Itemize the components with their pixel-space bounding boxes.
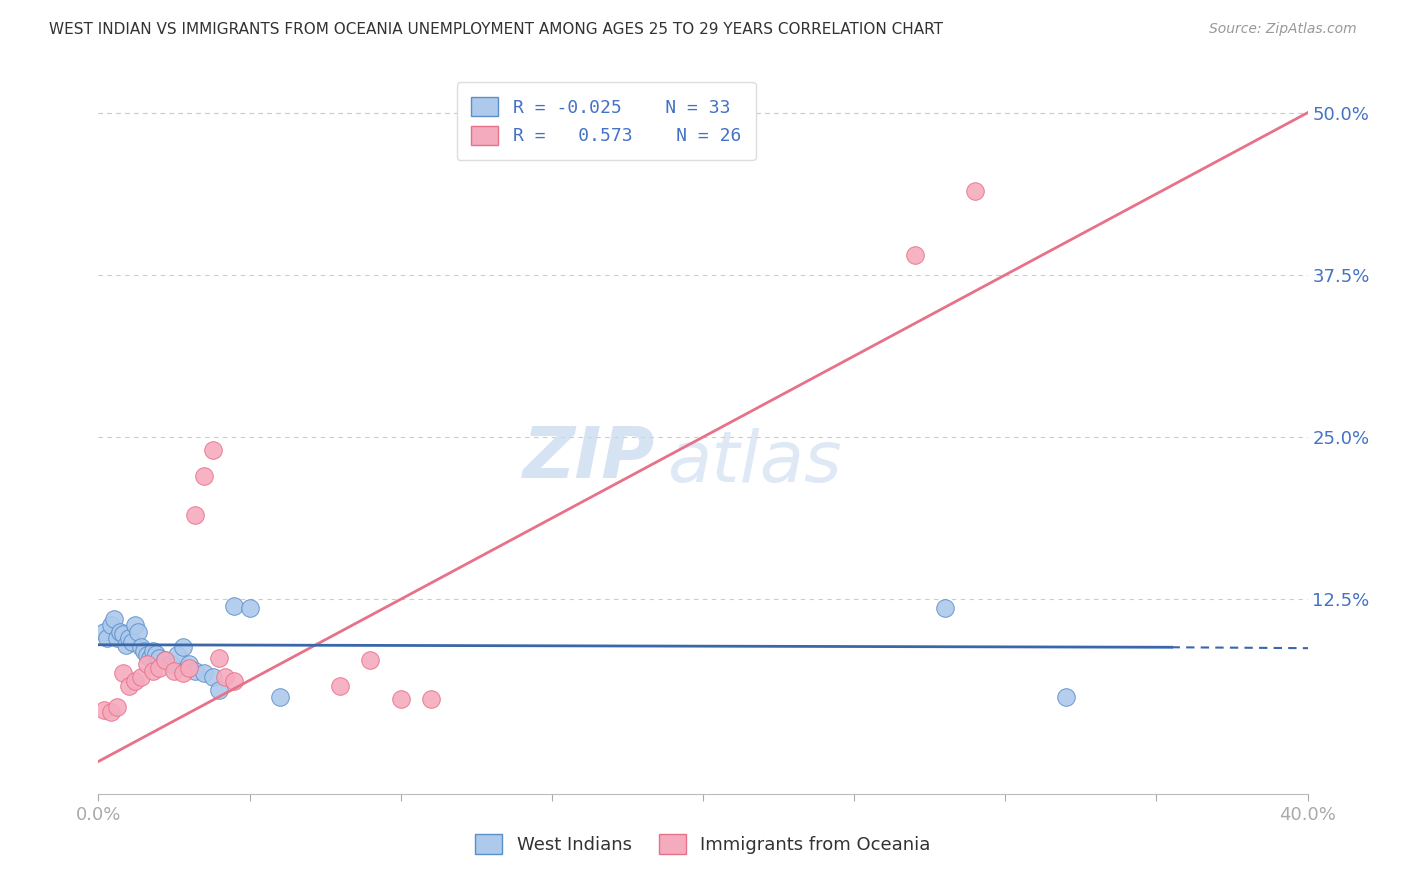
Point	[103, 612, 125, 626]
Point	[153, 653, 176, 667]
Point	[105, 631, 128, 645]
Point	[172, 640, 194, 655]
Point	[135, 657, 157, 672]
Point	[114, 638, 136, 652]
Point	[208, 650, 231, 665]
Point	[148, 661, 170, 675]
Point	[153, 653, 176, 667]
Text: WEST INDIAN VS IMMIGRANTS FROM OCEANIA UNEMPLOYMENT AMONG AGES 25 TO 29 YEARS CO: WEST INDIAN VS IMMIGRANTS FROM OCEANIA U…	[49, 22, 943, 37]
Point	[184, 508, 207, 522]
Point	[166, 648, 188, 662]
Point	[160, 657, 183, 672]
Point	[132, 644, 155, 658]
Point	[111, 666, 134, 681]
Point	[360, 653, 382, 667]
Point	[124, 618, 146, 632]
Point	[129, 670, 152, 684]
Point	[135, 648, 157, 662]
Point	[127, 624, 149, 639]
Point	[142, 664, 165, 678]
Point	[184, 664, 207, 678]
Point	[163, 664, 186, 678]
Point	[420, 692, 443, 706]
Point	[96, 631, 118, 645]
Legend: West Indians, Immigrants from Oceania: West Indians, Immigrants from Oceania	[467, 825, 939, 863]
Point	[108, 624, 131, 639]
Point	[214, 670, 236, 684]
Point	[389, 692, 412, 706]
Point	[148, 650, 170, 665]
Point	[208, 683, 231, 698]
Point	[224, 673, 246, 688]
Point	[193, 469, 215, 483]
Point	[329, 679, 352, 693]
Point	[145, 647, 167, 661]
Point	[965, 184, 987, 198]
Text: Source: ZipAtlas.com: Source: ZipAtlas.com	[1209, 22, 1357, 37]
Point	[202, 443, 225, 458]
Point	[105, 700, 128, 714]
Text: atlas: atlas	[666, 427, 841, 497]
Point	[93, 624, 115, 639]
Point	[139, 650, 162, 665]
Text: ZIP: ZIP	[523, 424, 655, 493]
Point	[121, 635, 143, 649]
Point	[172, 666, 194, 681]
Point	[269, 690, 291, 704]
Point	[93, 702, 115, 716]
Point	[118, 679, 141, 693]
Point	[100, 705, 122, 719]
Point	[224, 599, 246, 613]
Point	[100, 618, 122, 632]
Point	[124, 673, 146, 688]
Point	[118, 631, 141, 645]
Point	[904, 248, 927, 262]
Point	[934, 601, 956, 615]
Point	[129, 640, 152, 655]
Point	[179, 657, 201, 672]
Point	[239, 601, 262, 615]
Point	[1054, 690, 1077, 704]
Point	[193, 666, 215, 681]
Point	[142, 644, 165, 658]
Point	[202, 670, 225, 684]
Point	[111, 627, 134, 641]
Point	[179, 661, 201, 675]
